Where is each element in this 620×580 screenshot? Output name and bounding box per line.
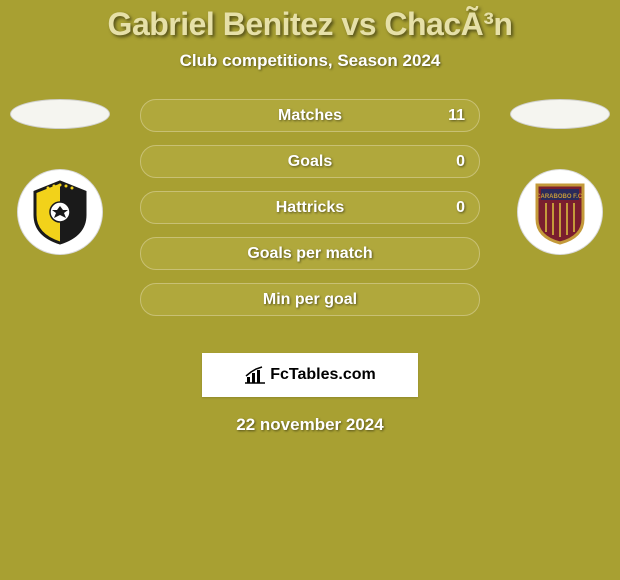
club-badge-right: CARABOBO F.C. <box>517 169 603 255</box>
stat-row: Goals 0 <box>140 145 480 178</box>
player-right-column: CARABOBO F.C. <box>510 99 610 255</box>
stat-row: Goals per match <box>140 237 480 270</box>
chart-icon <box>244 366 266 384</box>
shield-icon <box>25 177 95 247</box>
brand-box: FcTables.com <box>202 353 418 397</box>
stats-list: Matches 11 Goals 0 Hattricks 0 Goals per match… <box>140 99 480 316</box>
infographic-container: Gabriel Benitez vs ChacÃ³n Club competit… <box>0 0 620 580</box>
stat-value-right: 11 <box>448 107 465 125</box>
date-label: 22 november 2024 <box>0 415 620 435</box>
stat-value-right: 0 <box>456 153 465 171</box>
comparison-area: CARABOBO F.C. Matches11Goals0Hattricks0G… <box>0 99 620 339</box>
player-avatar-placeholder <box>510 99 610 129</box>
stat-row: Matches 11 <box>140 99 480 132</box>
brand-text: FcTables.com <box>270 366 376 384</box>
stat-row: Hattricks 0 <box>140 191 480 224</box>
club-badge-left <box>17 169 103 255</box>
stat-row: Min per goal <box>140 283 480 316</box>
stat-label: Goals <box>288 153 332 171</box>
stat-label: Goals per match <box>247 245 372 263</box>
stat-label: Hattricks <box>276 199 344 217</box>
stat-label: Matches <box>278 107 342 125</box>
stat-value-right: 0 <box>456 199 465 217</box>
shield-icon: CARABOBO F.C. <box>525 177 595 247</box>
stat-label: Min per goal <box>263 291 357 309</box>
page-title: Gabriel Benitez vs ChacÃ³n <box>0 0 620 47</box>
player-left-column <box>10 99 110 255</box>
brand-label: FcTables.com <box>244 366 376 384</box>
svg-text:CARABOBO F.C.: CARABOBO F.C. <box>536 194 584 200</box>
player-avatar-placeholder <box>10 99 110 129</box>
subtitle: Club competitions, Season 2024 <box>0 51 620 71</box>
